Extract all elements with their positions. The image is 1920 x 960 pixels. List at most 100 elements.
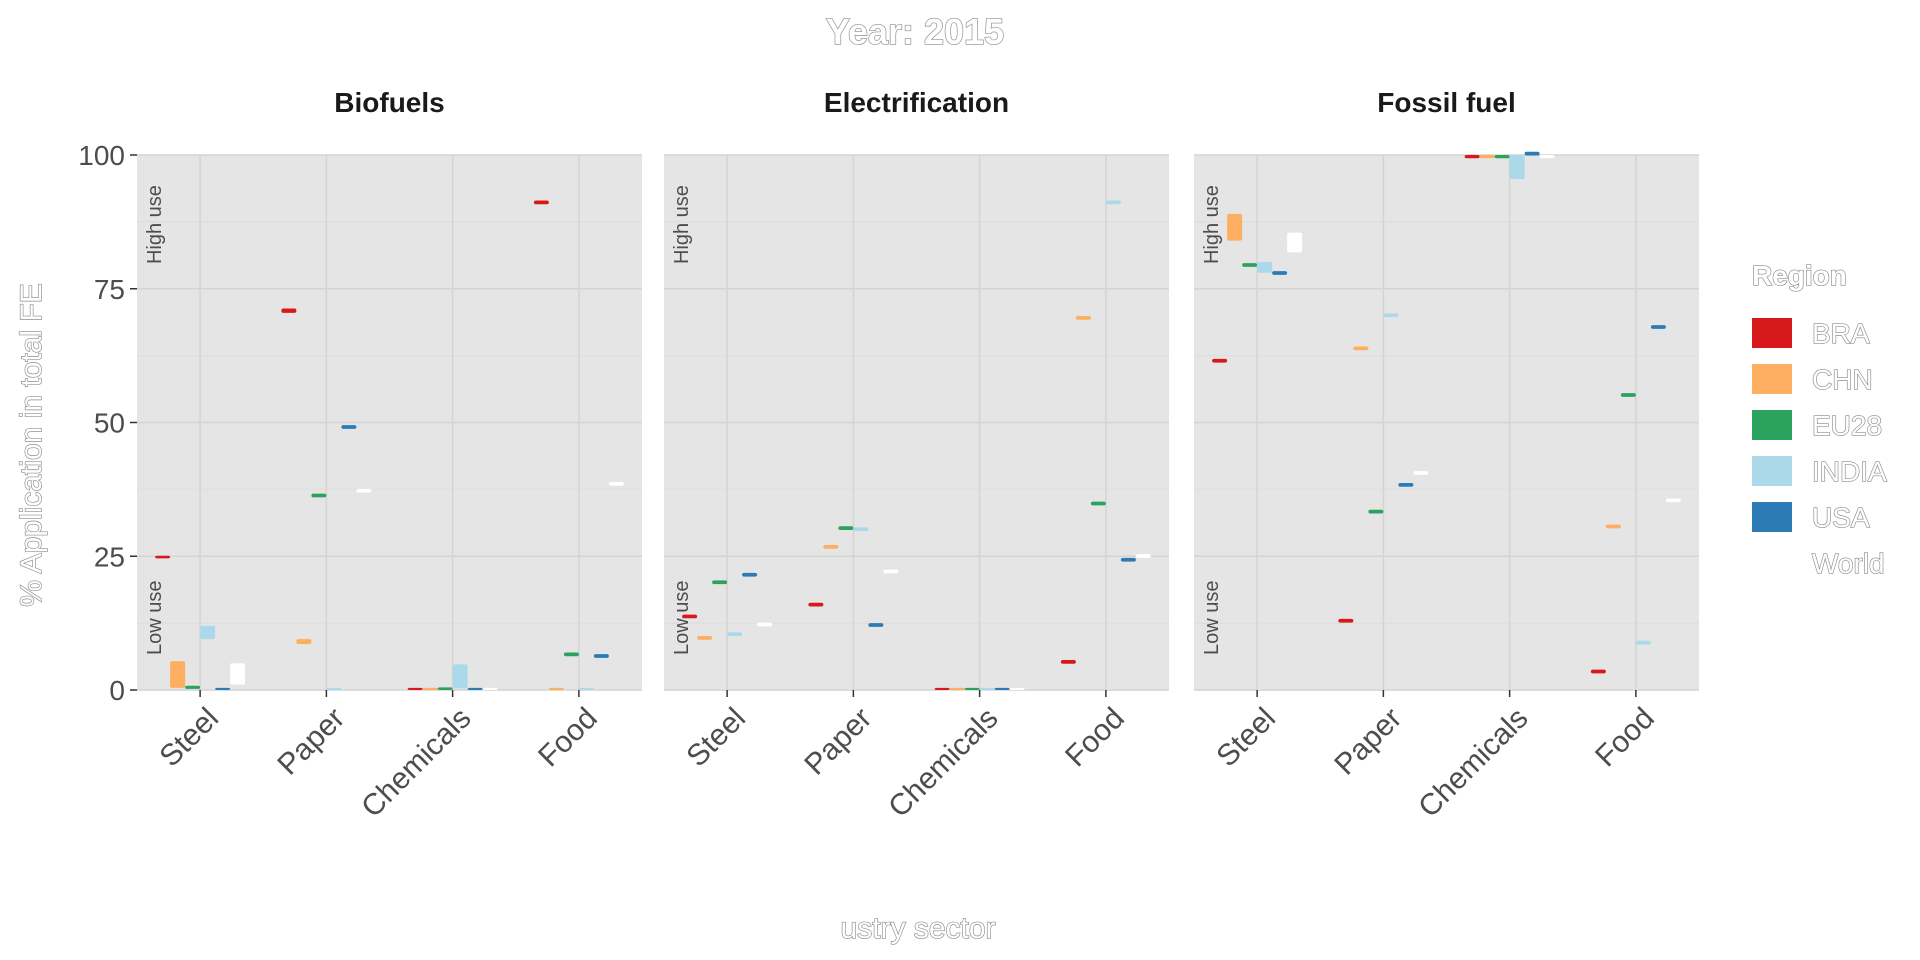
mark-usa-food xyxy=(1650,325,1666,329)
mark-chn-steel xyxy=(697,635,713,640)
legend-label-india: INDIA xyxy=(1812,456,1887,487)
mark-india-chemicals xyxy=(452,664,468,689)
mark-bra-food xyxy=(533,200,549,205)
legend-swatch-eu28 xyxy=(1752,410,1792,440)
y-tick-label: 50 xyxy=(94,408,125,439)
mark-india-steel xyxy=(727,632,743,636)
mark-india-food xyxy=(578,687,594,690)
x-axis-title: ustry sector xyxy=(840,912,995,945)
panel-fossil-fuel: Fossil fuel High use Low use Steel Paper Chem… xyxy=(1194,87,1699,824)
legend-label-usa: USA xyxy=(1812,502,1870,533)
mark-chn-paper xyxy=(1353,346,1369,351)
x-tick-label: Food xyxy=(1589,702,1661,774)
mark-india-chemicals xyxy=(1509,155,1525,180)
x-tick-label: Steel xyxy=(680,702,752,774)
x-tick-label: Chemicals xyxy=(1412,702,1534,824)
mark-usa-chemicals xyxy=(1524,151,1540,156)
mark-bra-steel xyxy=(1212,358,1228,363)
legend: Region BRA CHN EU28 INDIA USA World xyxy=(1751,259,1887,579)
mark-world-chemicals xyxy=(482,687,498,690)
mark-world-steel xyxy=(230,663,246,685)
mark-bra-food xyxy=(1590,669,1606,674)
mark-bra-food xyxy=(1060,660,1076,664)
mark-india-steel xyxy=(200,625,216,640)
mark-eu28-chemicals xyxy=(437,687,453,690)
mark-usa-food xyxy=(593,654,609,658)
low-use-label: Low use xyxy=(1201,581,1223,656)
mark-usa-chemicals xyxy=(994,687,1010,690)
mark-india-paper xyxy=(853,527,869,532)
x-tick-label: Paper xyxy=(271,702,351,782)
panel-strip-label: Electrification xyxy=(824,87,1009,118)
mark-chn-chemicals xyxy=(949,687,965,690)
mark-world-paper xyxy=(883,569,899,574)
panel-biofuels: Biofuels High use Low use Steel Paper Chemica… xyxy=(137,87,642,824)
mark-usa-paper xyxy=(1398,482,1414,487)
mark-bra-chemicals xyxy=(407,687,423,690)
mark-bra-steel xyxy=(682,614,698,619)
legend-swatch-bra xyxy=(1752,318,1792,348)
mark-world-food xyxy=(1135,554,1151,558)
legend-swatch-india xyxy=(1752,456,1792,486)
mark-india-paper xyxy=(1383,313,1399,318)
mark-chn-steel xyxy=(1227,213,1243,241)
mark-chn-steel xyxy=(170,661,186,688)
mark-bra-paper xyxy=(808,602,824,607)
mark-world-chemicals xyxy=(1539,155,1555,159)
chart-title: Year: 2015 xyxy=(826,11,1004,52)
x-tick-label: Chemicals xyxy=(882,702,1004,824)
mark-chn-chemicals xyxy=(422,687,438,690)
legend-swatch-chn xyxy=(1752,364,1792,394)
mark-eu28-food xyxy=(1620,393,1636,397)
legend-label-eu28: EU28 xyxy=(1812,410,1882,441)
mark-world-chemicals xyxy=(1009,687,1025,690)
mark-eu28-chemicals xyxy=(964,687,980,690)
x-tick-label: Chemicals xyxy=(355,702,477,824)
low-use-label: Low use xyxy=(671,581,693,656)
mark-india-chemicals xyxy=(979,687,995,690)
x-tick-label: Paper xyxy=(1328,702,1408,782)
mark-chn-paper xyxy=(296,639,312,644)
mark-world-food xyxy=(608,481,624,486)
y-tick-label: 25 xyxy=(94,541,125,572)
mark-usa-steel xyxy=(1272,271,1288,275)
legend-swatch-usa xyxy=(1752,502,1792,532)
x-tick-label: Paper xyxy=(798,702,878,782)
mark-eu28-paper xyxy=(311,493,327,498)
mark-bra-chemicals xyxy=(934,687,950,690)
mark-chn-food xyxy=(1605,524,1621,529)
legend-label-chn: CHN xyxy=(1812,364,1873,395)
mark-world-steel xyxy=(757,622,773,627)
y-tick-label: 75 xyxy=(94,274,125,305)
mark-eu28-chemicals xyxy=(1494,155,1510,159)
mark-usa-food xyxy=(1120,557,1136,562)
y-tick-label: 0 xyxy=(109,675,125,706)
mark-chn-paper xyxy=(823,545,839,549)
mark-bra-paper xyxy=(281,308,297,313)
mark-eu28-steel xyxy=(1242,263,1258,267)
legend-title: Region xyxy=(1752,260,1847,291)
x-tick-label: Steel xyxy=(1210,702,1282,774)
mark-eu28-paper xyxy=(1368,509,1384,514)
mark-usa-steel xyxy=(215,687,231,690)
mark-world-food xyxy=(1665,498,1681,503)
low-use-label: Low use xyxy=(144,581,166,656)
mark-bra-paper xyxy=(1338,618,1354,623)
panel-strip-label: Biofuels xyxy=(334,87,444,118)
x-tick-label: Food xyxy=(532,702,604,774)
x-tick-label: Steel xyxy=(153,702,225,774)
mark-eu28-paper xyxy=(838,526,854,531)
mark-chn-food xyxy=(548,687,564,690)
mark-usa-paper xyxy=(341,425,357,429)
mark-india-food xyxy=(1635,640,1651,645)
y-axis-title: % Application in total FE xyxy=(15,283,48,607)
mark-india-paper xyxy=(326,687,342,690)
y-axis: 0 25 50 75 100 xyxy=(78,140,137,706)
mark-eu28-steel xyxy=(712,580,728,585)
y-tick-label: 100 xyxy=(78,140,125,171)
mark-usa-steel xyxy=(742,572,758,577)
mark-world-paper xyxy=(1413,471,1429,475)
high-use-label: High use xyxy=(144,185,166,264)
